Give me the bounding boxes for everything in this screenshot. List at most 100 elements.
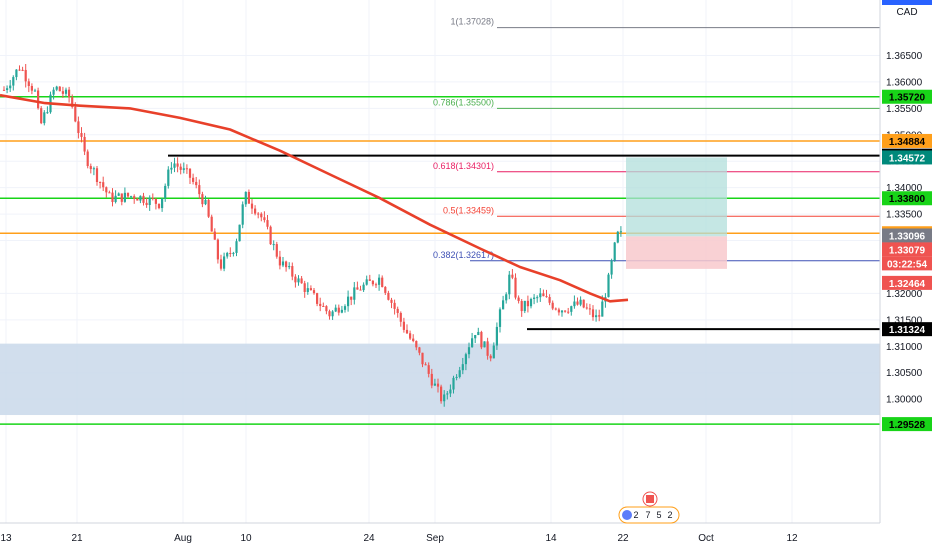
badge-target: 1.34572 xyxy=(889,153,926,164)
x-tick-label: 10 xyxy=(240,533,252,544)
position-target-zone[interactable] xyxy=(626,157,727,237)
level-badge-1.29528: 1.29528 xyxy=(889,420,926,431)
candle-down xyxy=(30,85,33,91)
candle-up xyxy=(616,231,619,243)
candle-up xyxy=(52,89,55,95)
candle-up xyxy=(139,195,142,201)
candle-down xyxy=(247,191,250,204)
candle-down xyxy=(526,300,529,307)
candle-down xyxy=(201,194,204,205)
candle-down xyxy=(102,182,105,188)
position-stop-zone[interactable] xyxy=(626,236,727,269)
badge-current-bg xyxy=(882,228,932,243)
candle-down xyxy=(213,231,216,240)
y-tick-label: 1.36500 xyxy=(886,51,923,62)
candle-down xyxy=(312,290,316,294)
candle-down xyxy=(86,151,89,167)
candle-down xyxy=(325,306,328,312)
candle-up xyxy=(446,393,449,395)
candle-down xyxy=(157,203,161,209)
candle-down xyxy=(300,278,303,284)
candle-down xyxy=(89,166,92,170)
candle-up xyxy=(452,377,455,390)
candle-up xyxy=(610,260,613,275)
candle-down xyxy=(27,81,30,86)
candle-up xyxy=(523,300,526,312)
candle-down xyxy=(415,341,418,348)
candle-up xyxy=(378,277,381,285)
x-tick-label: Sep xyxy=(426,533,444,544)
zones xyxy=(0,343,880,416)
candle-up xyxy=(343,306,347,310)
fib-label-0.382: 0.382(1.32617) xyxy=(433,250,494,260)
badge-entry-bg xyxy=(882,242,932,257)
candle-down xyxy=(108,192,111,194)
candle-down xyxy=(195,181,198,186)
candle-up xyxy=(46,112,49,114)
candle-down xyxy=(83,136,86,152)
candle-down xyxy=(207,199,210,217)
badge-entry: 1.33079 xyxy=(889,245,926,256)
candle-down xyxy=(402,321,405,330)
candle-up xyxy=(117,193,120,196)
candle-down xyxy=(368,279,371,281)
candle-down xyxy=(21,69,24,71)
event-count-label: 7 xyxy=(645,510,650,520)
candle-down xyxy=(316,293,319,304)
candle-up xyxy=(182,168,185,170)
candle-down xyxy=(548,297,551,303)
candle-up xyxy=(306,288,309,292)
time-axis[interactable]: 13 21 Aug 10 24 Sep 14 22 Oct 12 xyxy=(0,524,932,550)
candle-down xyxy=(393,302,396,309)
candle-down xyxy=(58,86,61,92)
event-cluster[interactable] xyxy=(618,506,680,524)
candle-down xyxy=(309,288,312,291)
candle-up xyxy=(613,242,616,261)
badge-current: 1.33096 xyxy=(889,231,926,242)
canada-flag-icon-center xyxy=(646,495,654,503)
candle-down xyxy=(350,296,353,300)
horizontal-levels[interactable] xyxy=(0,95,880,425)
candle-up xyxy=(164,185,167,199)
candle-down xyxy=(486,341,489,356)
candle-up xyxy=(15,69,18,78)
level-badge-1.35720-bg xyxy=(882,89,932,104)
candle-down xyxy=(278,256,281,266)
candle-down xyxy=(489,355,492,359)
x-tick-label: Aug xyxy=(174,533,192,544)
demand-zone xyxy=(0,343,880,416)
candle-down xyxy=(430,373,433,386)
badge-countdown-bg xyxy=(882,256,932,271)
candle-down xyxy=(371,280,374,285)
candle-down xyxy=(133,196,136,199)
x-tick-label: 24 xyxy=(363,533,375,544)
candle-down xyxy=(319,303,322,306)
candle-down xyxy=(520,301,523,312)
candle-down xyxy=(303,283,306,292)
candle-up xyxy=(148,197,151,206)
candle-up xyxy=(502,300,505,310)
candle-down xyxy=(99,181,102,183)
candle-up xyxy=(498,309,502,327)
candle-up xyxy=(33,90,37,92)
event-count-label: 2 xyxy=(667,510,672,520)
candle-up xyxy=(161,198,164,209)
candle-down xyxy=(198,185,201,195)
candle-down xyxy=(542,293,545,297)
candle-down xyxy=(588,308,591,310)
candle-up xyxy=(619,231,622,233)
price-badges: 1.357201.348841.346061.338001.331381.313… xyxy=(882,89,932,432)
candle-down xyxy=(136,198,139,201)
candle-down xyxy=(250,203,254,209)
long-position-tool[interactable] xyxy=(626,157,727,269)
candle-down xyxy=(145,202,148,206)
candle-down xyxy=(545,296,548,298)
candle-up xyxy=(433,383,436,386)
x-tick-label: 21 xyxy=(71,533,83,544)
candle-up xyxy=(607,274,610,298)
candle-down xyxy=(359,289,362,291)
candle-down xyxy=(585,307,588,309)
